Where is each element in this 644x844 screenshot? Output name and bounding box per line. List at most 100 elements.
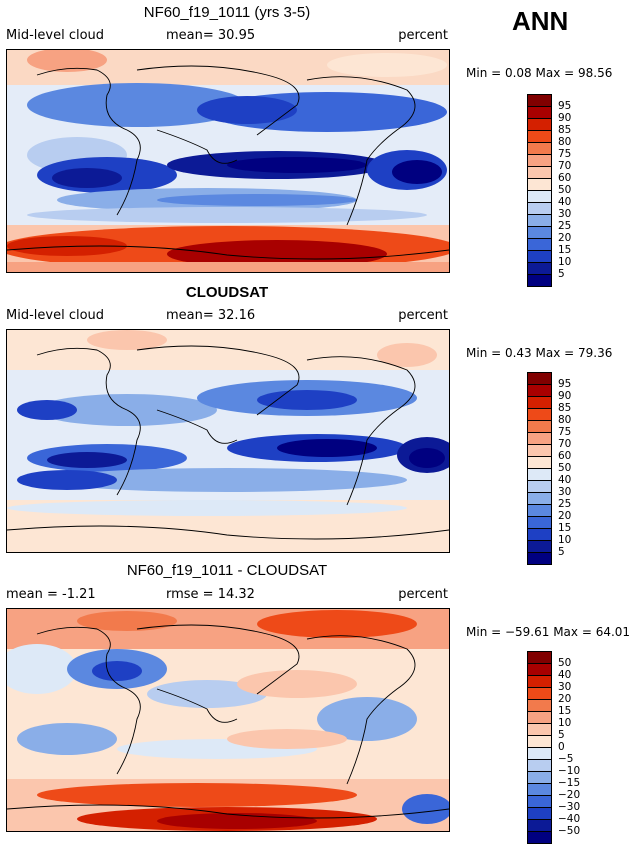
season-label: ANN: [512, 6, 569, 36]
mean-label: mean= 30.95: [166, 28, 256, 43]
colorbar-label: 40: [558, 669, 572, 681]
colorbar-segment: [527, 275, 552, 287]
colorbar-model: 95 90 85 80 75 70 60 50 40 30 25 20 15 10 5: [527, 94, 571, 287]
colorbar-segment: 90: [527, 107, 571, 124]
colorbar-segment: −50: [527, 820, 580, 837]
colorbar-label: 40: [558, 474, 572, 486]
colorbar-label: 50: [558, 657, 572, 669]
colorbar-segment: 10: [527, 251, 571, 268]
variable-label: Mid-level cloud: [6, 28, 105, 43]
mean-label: mean = -1.21: [6, 587, 96, 602]
contour-map-obs: [7, 330, 449, 552]
colorbar-segment: 95: [527, 94, 571, 112]
colorbar-segment: 75: [527, 143, 571, 160]
colorbar-label: 95: [558, 100, 572, 112]
colorbar-label: 95: [558, 378, 572, 390]
panel-header-diff: mean = -1.21 rmse = 14.32 percent: [6, 587, 448, 603]
colorbar-label: 0: [558, 741, 565, 753]
colorbar-segment: 0: [527, 736, 565, 753]
colorbar-label: 10: [558, 717, 572, 729]
colorbar-label: 30: [558, 208, 572, 220]
colorbar-segment: −20: [527, 784, 580, 801]
panel-title-diff: NF60_f19_1011 - CLOUDSAT: [126, 562, 328, 579]
colorbar-segment: 70: [527, 155, 571, 172]
colorbar-label: 75: [558, 426, 572, 438]
colorbar-label: 50: [558, 184, 572, 196]
colorbar-label: 85: [558, 124, 572, 136]
colorbar-segment: −30: [527, 796, 580, 813]
units-label: percent: [398, 587, 448, 602]
colorbar-segment: −15: [527, 772, 580, 789]
colorbar-segment: 85: [527, 397, 571, 414]
minmax-obs: Min = 0.43 Max = 79.36: [466, 346, 613, 360]
minmax-diff: Min = −59.61 Max = 64.01: [466, 625, 631, 639]
colorbar-obs: 95 90 85 80 75 70 60 50 40 30 25 20 15 10 5: [527, 372, 571, 565]
colorbar-segment: 5: [527, 263, 565, 280]
colorbar-segment: −10: [527, 760, 580, 777]
colorbar-label: 60: [558, 172, 572, 184]
colorbar-segment: [527, 553, 552, 565]
colorbar-segment: 50: [527, 457, 571, 474]
colorbar-label: 40: [558, 196, 572, 208]
colorbar-segment: 85: [527, 119, 571, 136]
colorbar-label: 80: [558, 136, 572, 148]
map-obs: [6, 329, 450, 553]
colorbar-label: 5: [558, 729, 565, 741]
colorbar-label: 5: [558, 546, 565, 558]
colorbar-diff: 50 40 30 20 15 10 5 0 −5 −10 −15 −20 −30 −40 −50: [527, 651, 580, 844]
colorbar-label: 15: [558, 522, 572, 534]
units-label: percent: [398, 28, 448, 43]
colorbar-segment: −40: [527, 808, 580, 825]
colorbar-segment: 30: [527, 203, 571, 220]
colorbar-segment: 95: [527, 372, 571, 390]
colorbar-label: 50: [558, 462, 572, 474]
colorbar-label: 20: [558, 510, 572, 522]
colorbar-label: 25: [558, 220, 572, 232]
colorbar-label: 70: [558, 160, 572, 172]
colorbar-label: −40: [558, 813, 581, 825]
colorbar-segment: 75: [527, 421, 571, 438]
colorbar-label: −50: [558, 825, 581, 837]
colorbar-label: 90: [558, 390, 572, 402]
colorbar-segment: 5: [527, 541, 565, 558]
colorbar-segment: 60: [527, 445, 571, 462]
colorbar-segment: 80: [527, 409, 571, 426]
minmax-model: Min = 0.08 Max = 98.56: [466, 66, 613, 80]
panel-header-model: Mid-level cloud mean= 30.95 percent: [6, 28, 448, 44]
colorbar-label: 5: [558, 268, 565, 280]
colorbar-label: 80: [558, 414, 572, 426]
colorbar-segment: 10: [527, 529, 571, 546]
colorbar-label: 30: [558, 681, 572, 693]
colorbar-segment: 40: [527, 469, 571, 486]
colorbar-label: 15: [558, 244, 572, 256]
colorbar-segment: 30: [527, 481, 571, 498]
colorbar-segment: 20: [527, 227, 571, 244]
colorbar-segment: 80: [527, 131, 571, 148]
colorbar-segment: 40: [527, 191, 571, 208]
colorbar-label: 90: [558, 112, 572, 124]
colorbar-label: −5: [558, 753, 574, 765]
colorbar-segment: 50: [527, 179, 571, 196]
colorbar-segment: 90: [527, 385, 571, 402]
colorbar-segment: 70: [527, 433, 571, 450]
colorbar-segment: 15: [527, 239, 571, 256]
colorbar-label: 20: [558, 232, 572, 244]
colorbar-segment: 20: [527, 505, 571, 522]
colorbar-segment: 40: [527, 664, 571, 681]
colorbar-segment: 15: [527, 517, 571, 534]
colorbar-segment: −5: [527, 748, 573, 765]
panel-header-obs: Mid-level cloud mean= 32.16 percent: [6, 308, 448, 324]
map-model: [6, 49, 450, 273]
colorbar-segment: 30: [527, 676, 571, 693]
colorbar-segment: 60: [527, 167, 571, 184]
colorbar-segment: 25: [527, 215, 571, 232]
colorbar-label: 20: [558, 693, 572, 705]
colorbar-label: 10: [558, 256, 572, 268]
units-label: percent: [398, 308, 448, 323]
panel-title-model: NF60_f19_1011 (yrs 3-5): [143, 4, 311, 21]
contour-map-diff: [7, 609, 449, 831]
contour-map-model: [7, 50, 449, 272]
colorbar-segment: 15: [527, 700, 571, 717]
colorbar-label: 25: [558, 498, 572, 510]
map-diff: [6, 608, 450, 832]
